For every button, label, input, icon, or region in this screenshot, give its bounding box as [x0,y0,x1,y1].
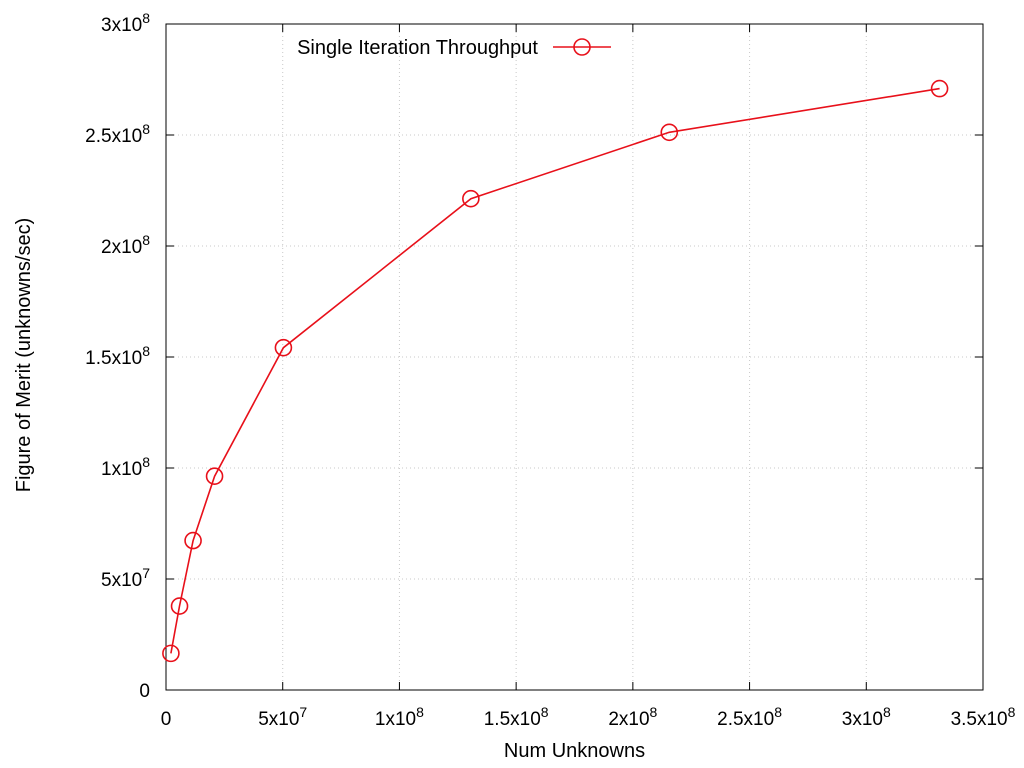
x-tick-label: 3x108 [842,704,891,730]
y-tick-label: 5x107 [101,565,150,591]
legend-label: Single Iteration Throughput [297,37,538,59]
ticks: 0 5x107 1x108 1.5x108 2x108 2.5x108 3x108 3.5x1… [85,10,1015,730]
tick-label-base: 1.5x10 [484,709,541,730]
y-tick-label: 1x108 [101,454,150,480]
tick-label-exponent: 8 [650,704,658,720]
data-point [462,189,480,208]
tick-label-base: 0 [161,709,172,730]
data-point [660,123,679,142]
tick-label-exponent: 8 [416,704,424,720]
tick-label-base: 5x10 [258,709,299,730]
tick-label-exponent: 7 [299,704,307,720]
tick-label-base: 2.5x10 [85,126,142,147]
tick-label-base: 5x10 [101,570,142,591]
tick-label-exponent: 8 [142,10,150,26]
x-tick-label: 2x108 [608,704,657,730]
data-point [162,644,180,663]
tick-label-exponent: 8 [142,343,150,359]
tick-label-base: 2x10 [608,709,649,730]
tick-label-exponent: 8 [774,704,782,720]
x-tick-label: 1.5x108 [484,704,549,730]
tick-label-exponent: 8 [142,454,150,470]
legend-marker [573,38,591,56]
tick-label-exponent: 8 [883,704,891,720]
tick-label-exponent: 8 [142,232,150,248]
tick-label-exponent: 8 [541,704,549,720]
y-tick-label: 1.5x108 [85,343,150,369]
series [162,79,949,663]
tick-label-base: 1.5x10 [85,348,142,369]
data-point [170,597,189,615]
tick-label-exponent: 8 [1008,704,1016,720]
tick-label-base: 1x10 [375,709,416,730]
y-tick-label: 2.5x108 [85,121,150,147]
tick-label-base: 2.5x10 [717,709,774,730]
data-point [184,531,202,550]
data-point [205,467,224,486]
y-tick-label: 2x108 [101,232,150,258]
x-tick-label: 1x108 [375,704,424,730]
data-point [274,338,293,357]
tick-label-exponent: 7 [142,565,150,581]
series-line [170,87,940,654]
grid [166,24,983,690]
y-tick-label: 3x108 [101,10,150,36]
x-tick-label: 0 [161,709,172,730]
tick-label-base: 3.5x10 [951,709,1008,730]
tick-label-base: 2x10 [101,237,142,258]
x-tick-label: 3.5x108 [951,704,1016,730]
tick-label-exponent: 8 [142,121,150,137]
tick-label-base: 3x10 [101,15,142,36]
legend: Single Iteration Throughput [297,37,611,59]
tick-label-base: 0 [139,681,150,702]
tick-label-base: 3x10 [842,709,883,730]
x-tick-label: 5x107 [258,704,307,730]
x-axis-label: Num Unknowns [504,740,645,762]
data-point [930,79,949,98]
tick-label-base: 1x10 [101,459,142,480]
x-tick-label: 2.5x108 [717,704,782,730]
y-tick-label: 0 [139,681,150,702]
y-axis-label: Figure of Merit (unknowns/sec) [13,218,35,493]
